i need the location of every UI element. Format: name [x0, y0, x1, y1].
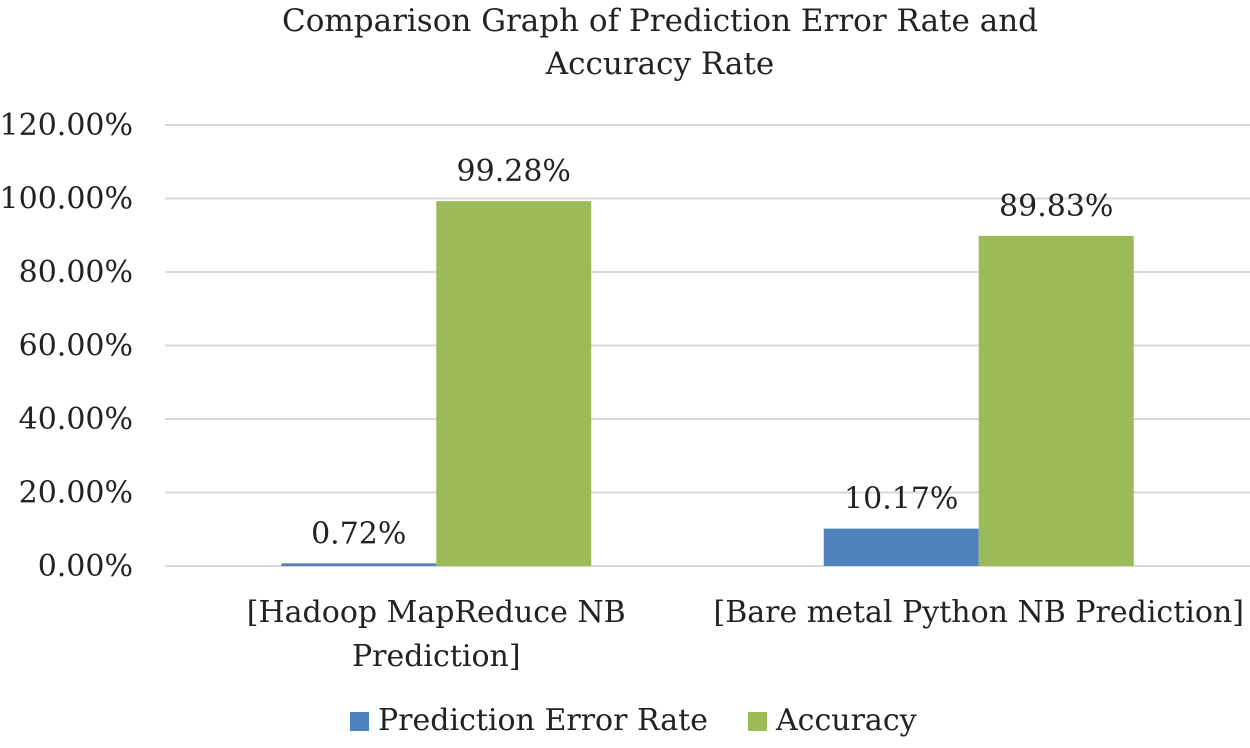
chart-title-line-1: Comparison Graph of Prediction Error Rat… [281, 3, 1039, 39]
legend-label: Accuracy [775, 703, 917, 738]
chart-title-line-2: Accuracy Rate [545, 46, 775, 82]
y-tick-label: 40.00% [19, 402, 133, 437]
legend-label: Prediction Error Rate [378, 703, 708, 738]
data-label: 99.28% [457, 154, 571, 189]
chart-title: Comparison Graph of Prediction Error Rat… [240, 0, 1080, 86]
y-tick-label: 120.00% [0, 108, 133, 143]
x-category-label: [Bare metal Python NB Prediction] [714, 595, 1244, 630]
y-tick-label: 0.00% [38, 549, 133, 584]
y-tick-label: 20.00% [19, 476, 133, 511]
data-label: 0.72% [311, 516, 406, 551]
y-tick-label: 100.00% [0, 182, 133, 217]
y-tick-label: 80.00% [19, 255, 133, 290]
data-label: 10.17% [844, 482, 958, 517]
legend-swatch-accuracy [748, 712, 767, 731]
x-category-label: [Hadoop MapReduce NB [247, 595, 626, 630]
x-category-label: Prediction] [352, 639, 521, 674]
bar-accuracy [436, 201, 592, 566]
bar-prediction-error-rate [281, 563, 437, 566]
legend-swatch-prediction-error-rate [350, 712, 369, 731]
bar-prediction-error-rate [823, 528, 979, 566]
bar-accuracy [978, 235, 1134, 566]
data-label: 89.83% [999, 189, 1113, 224]
y-tick-label: 60.00% [19, 329, 133, 364]
